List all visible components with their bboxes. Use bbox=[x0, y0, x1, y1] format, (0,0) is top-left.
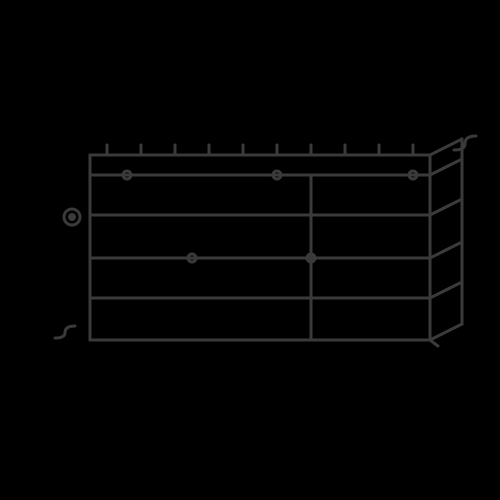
box-depth-bottom bbox=[430, 324, 462, 340]
wireframe-3d-plot bbox=[0, 0, 500, 500]
y-axis-glyph-inner bbox=[68, 213, 76, 221]
z-tick-3 bbox=[442, 288, 450, 292]
z-tick-1 bbox=[442, 205, 450, 209]
z-tick-0 bbox=[442, 165, 450, 169]
box-depth-top bbox=[430, 139, 462, 155]
z-tick-2 bbox=[442, 248, 450, 252]
x-axis-glyph bbox=[55, 326, 75, 338]
floor-corner-tick bbox=[430, 340, 438, 346]
